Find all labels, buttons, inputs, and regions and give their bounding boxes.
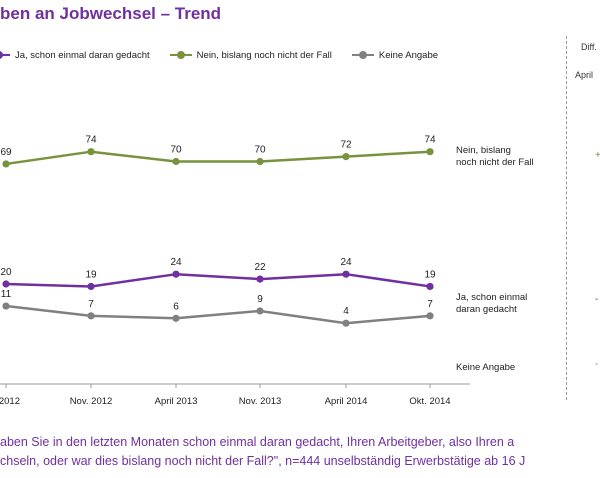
data-label-ja: 19: [85, 269, 97, 280]
diff-subheader: April: [575, 70, 594, 80]
difference-panel: Diff. April + - -: [566, 36, 600, 400]
x-tick-label: Nov. 2013: [239, 396, 282, 407]
data-label-keine-angabe: 6: [173, 301, 179, 312]
footnote-line-1: aben Sie in den letzten Monaten schon ei…: [0, 435, 515, 449]
legend-label-keine-angabe: Keine Angabe: [378, 49, 439, 61]
data-point-ja: [172, 270, 180, 278]
data-label-nein: 70: [254, 145, 266, 156]
diff-header: Diff.: [581, 42, 597, 52]
data-label-keine-angabe: 7: [427, 299, 433, 310]
data-point-ja: [256, 275, 264, 283]
data-label-ja: 20: [0, 267, 12, 278]
series-line-ja: [5, 272, 431, 288]
legend-item-keine-angabe: Keine Angabe: [351, 49, 439, 61]
data-point-ja: [2, 280, 10, 288]
x-tick-label: Nov. 2012: [70, 396, 113, 407]
legend-swatch-nein: [169, 51, 192, 59]
data-point-keine-angabe: [172, 314, 180, 322]
data-label-nein: 74: [85, 135, 97, 146]
legend-swatch-ja: [0, 51, 10, 59]
data-label-nein: 74: [424, 135, 436, 146]
data-label-nein: 69: [0, 147, 12, 158]
x-tick-label: April 2013: [155, 396, 198, 407]
data-label-keine-angabe: 4: [343, 306, 349, 317]
data-point-keine-angabe: [342, 319, 350, 327]
data-label-ja: 24: [340, 257, 352, 268]
data-point-nein: [87, 148, 95, 156]
data-label-nein: 72: [340, 140, 352, 151]
data-point-keine-angabe: [87, 312, 95, 320]
data-point-ja: [87, 282, 95, 291]
data-point-nein: [172, 157, 180, 166]
data-label-nein: 70: [170, 145, 182, 156]
x-tick-label: Okt. 2014: [409, 396, 450, 407]
legend: Ja, schon einmal daran gedacht Nein, bis…: [0, 46, 458, 64]
diff-value-ja: -: [595, 294, 599, 305]
data-point-ja: [426, 282, 434, 291]
data-point-nein: [342, 153, 350, 161]
data-point-nein: [426, 148, 434, 156]
data-label-keine-angabe: 9: [257, 294, 263, 305]
series-line-keine-angabe: [5, 304, 431, 325]
x-tick-label: April 2014: [325, 396, 368, 407]
data-point-ja: [342, 270, 350, 278]
data-label-keine-angabe: 7: [88, 299, 94, 310]
series-end-label-keine-angabe: Keine Angabe: [456, 362, 515, 373]
series-end-label-ja: daran gedacht: [456, 304, 517, 315]
data-label-ja: 24: [170, 257, 182, 268]
question-footnote: aben Sie in den letzten Monaten schon ei…: [0, 433, 600, 471]
data-label-keine-angabe: 11: [1, 289, 12, 300]
data-label-ja: 22: [254, 262, 266, 273]
data-point-nein: [256, 157, 264, 166]
series-line-nein: [5, 150, 431, 166]
series-end-label-nein: Nein, bislang: [456, 145, 511, 156]
diff-value-keine-angabe: -: [595, 359, 599, 370]
legend-label-nein: Nein, bislang noch nicht der Fall: [196, 49, 332, 61]
legend-label-ja: Ja, schon einmal daran gedacht: [15, 49, 150, 61]
diff-value-nein: +: [595, 150, 600, 161]
series-end-label-ja: Ja, schon einmal: [456, 292, 527, 303]
data-point-nein: [2, 160, 10, 168]
data-label-ja: 19: [424, 269, 436, 280]
legend-item-nein: Nein, bislang noch nicht der Fall: [169, 49, 332, 61]
footnote-line-2: chseln, oder war dies bislang noch nicht…: [0, 454, 526, 468]
legend-item-ja: Ja, schon einmal daran gedacht: [0, 50, 150, 61]
x-tick-label: il 2012: [0, 396, 20, 407]
data-point-keine-angabe: [426, 312, 434, 320]
series-end-label-nein: noch nicht der Fall: [456, 157, 534, 168]
data-point-keine-angabe: [256, 307, 264, 315]
data-point-keine-angabe: [2, 302, 10, 310]
legend-swatch-keine-angabe: [351, 51, 374, 59]
chart-title: ben an Jobwechsel – Trend: [0, 4, 222, 23]
